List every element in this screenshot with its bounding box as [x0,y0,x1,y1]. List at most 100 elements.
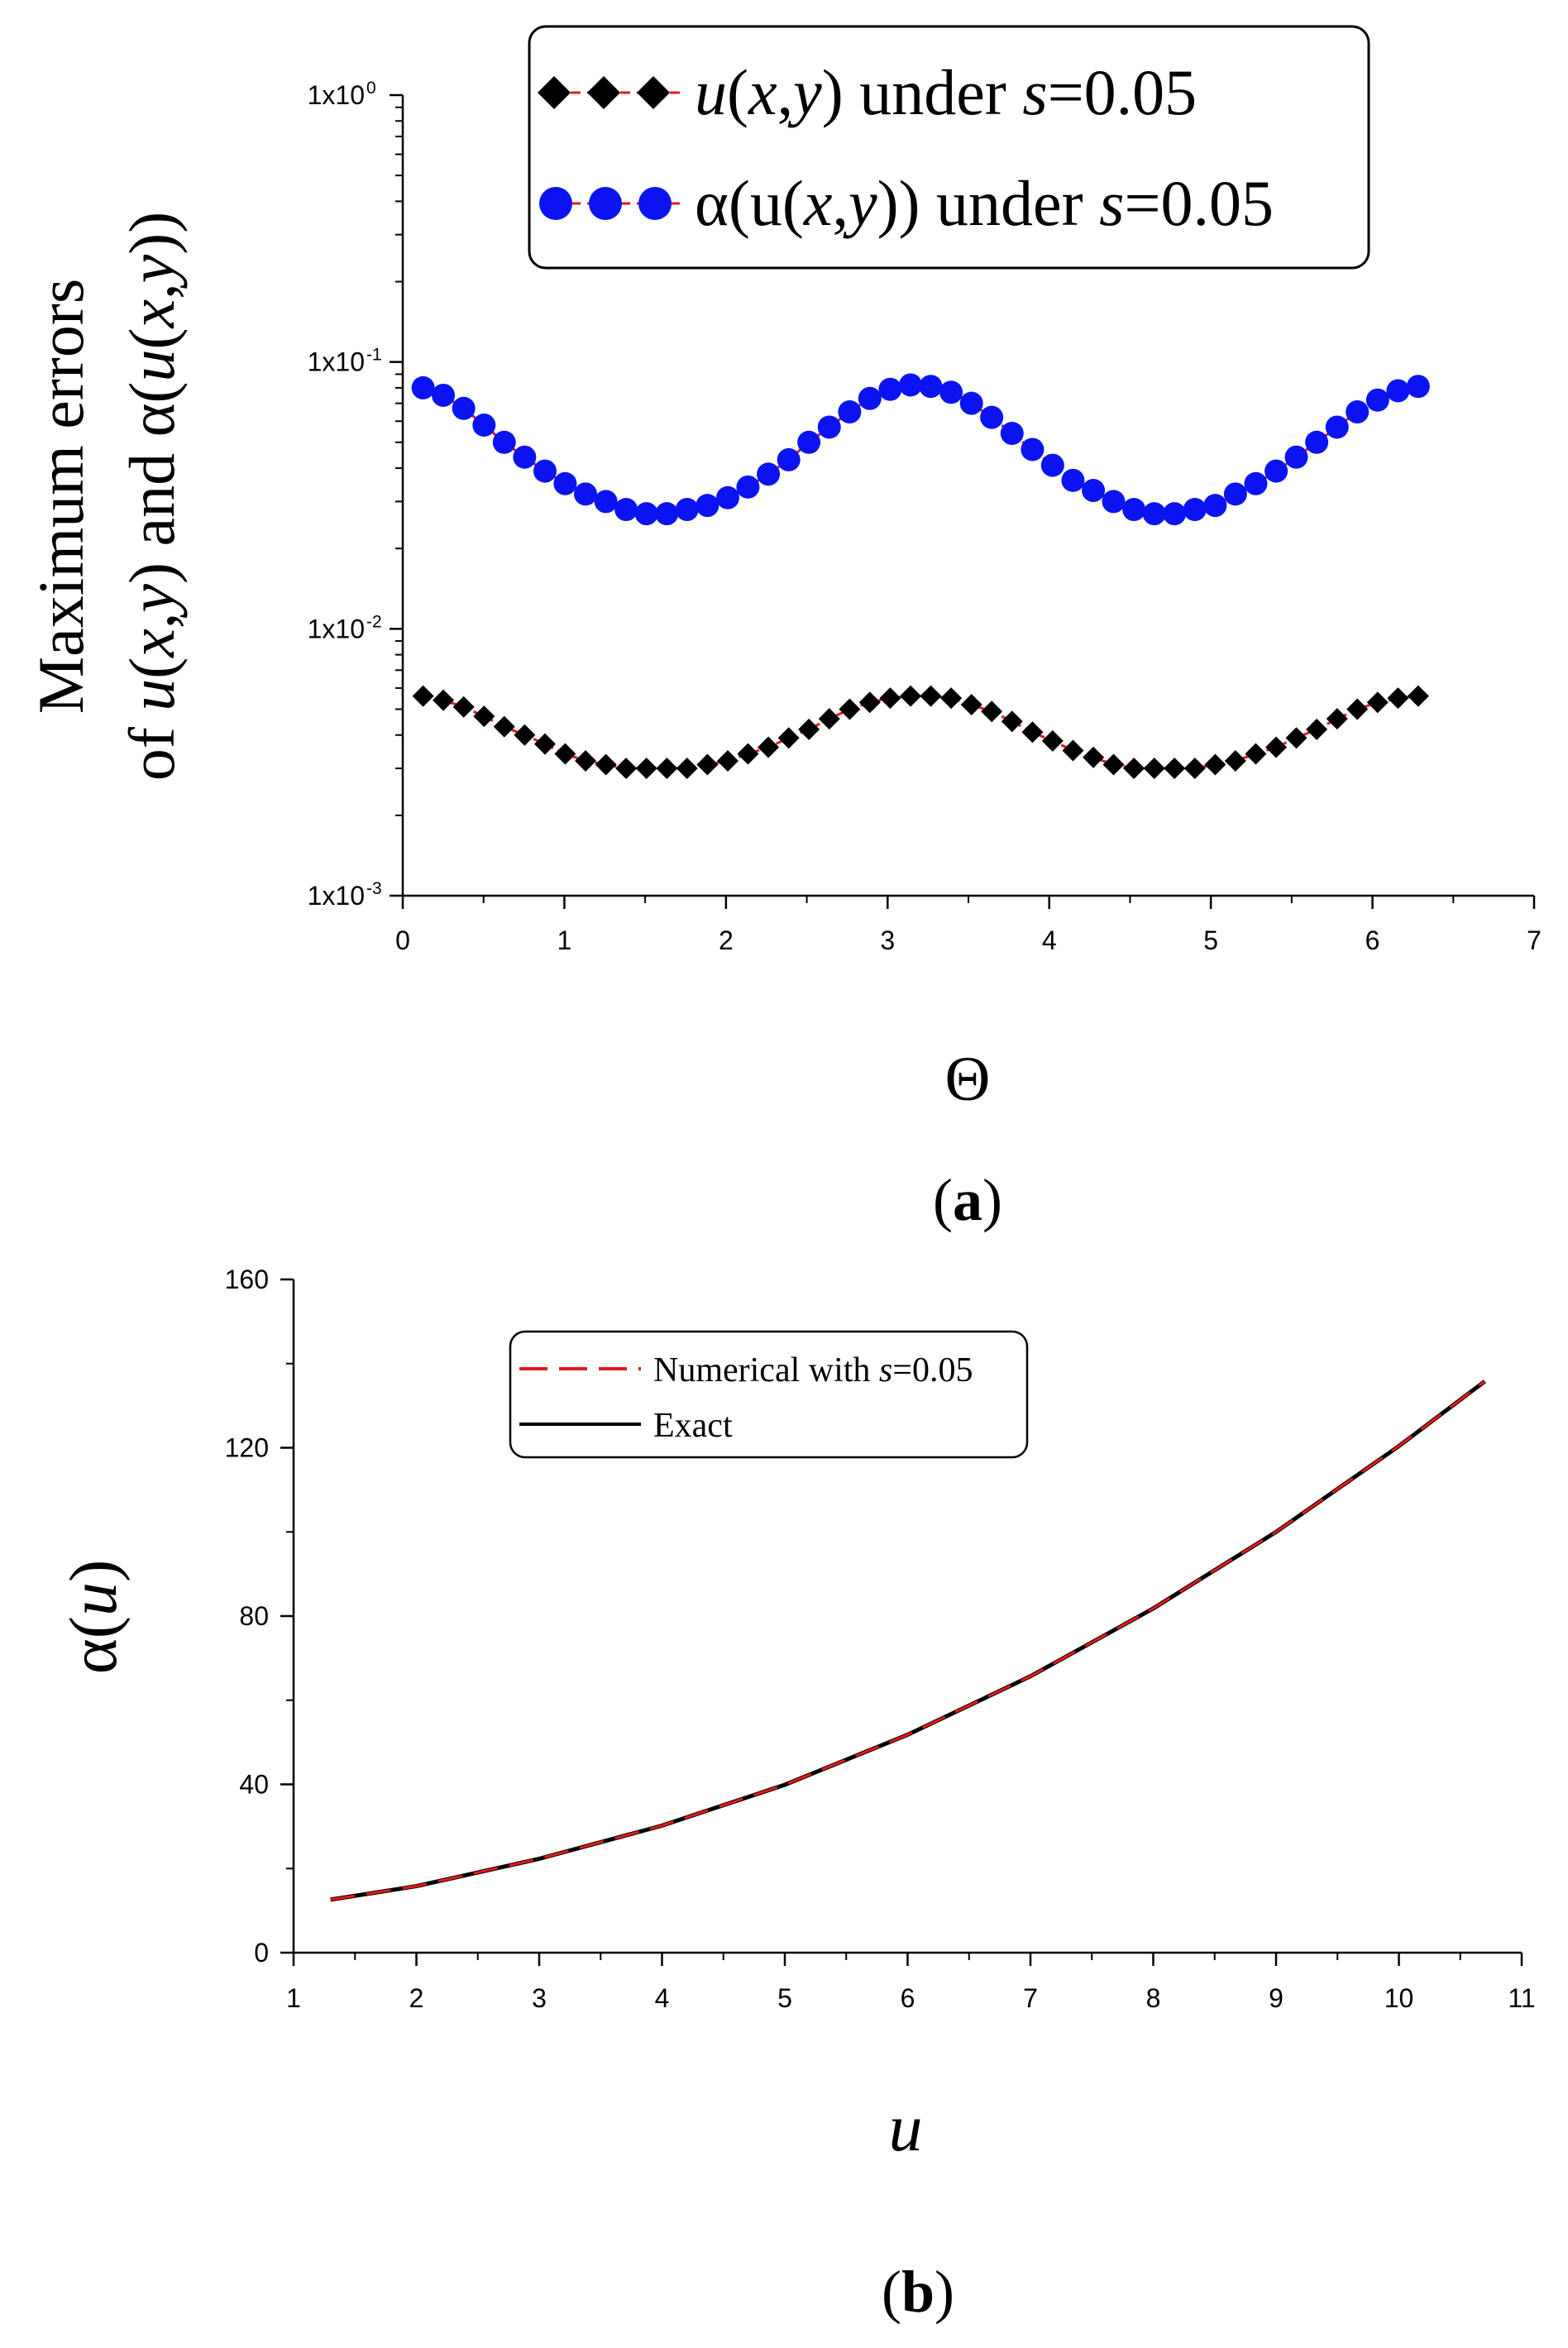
chart-a-x-tick-label: 0 [395,925,410,955]
chart-a-series-2-point [1203,494,1227,518]
chart-a-series-1-point [493,715,515,738]
chart-a-series-1-point [1083,746,1105,768]
chart-a-legend-label-1: u(x,y) under s=0.05 [695,56,1197,128]
chart-a-series-1-point [879,687,901,710]
legend-marker-diamond-2 [587,76,620,109]
chart-b-y-tick-label: 80 [239,1601,269,1631]
chart-a-series-2-point [980,405,1004,429]
chart-b-x-tick-label: 8 [1146,1983,1161,2013]
chart-b-legend-label-1: Numerical with s=0.05 [653,1351,973,1389]
chart-a-series-2-point [1386,379,1410,403]
chart-a-series-2-point [472,414,496,438]
chart-a-series-2-point [492,430,516,454]
chart-a-series-1-point [473,705,495,728]
chart-a-legend-entry-2: α(u(x,y)) under s=0.05 [539,167,1274,239]
chart-a-series-2-point [1264,459,1288,483]
chart-b-legend-box [509,1330,1029,1459]
chart-b-y-tick-label: 120 [225,1433,269,1463]
chart-a-series-1-point [554,743,576,765]
chart-b-xlabel: u [889,2090,923,2165]
chart-a-series-1-point [1183,758,1206,780]
chart-a-y-tick-label: 1x10 [308,881,365,911]
chart-a-series-2-point [959,391,983,415]
chart-a-series-1-point [737,743,759,765]
chart-a-series-1-point [1062,739,1084,762]
chart-a-x-tick-label: 6 [1365,925,1380,955]
chart-a-series-1-point [940,687,963,710]
chart-a-x-tick-label: 4 [1042,925,1057,955]
chart-b-x-tick-label: 7 [1023,1983,1038,2013]
chart-a-series-1-point [433,689,455,711]
chart-a-series-1-point [858,691,881,714]
chart-b-x-tick-label: 5 [777,1983,792,2013]
chart-a-series-1-point [1102,753,1125,776]
chart-a-series-1-point [1164,758,1186,780]
chart-a-series-1-point [1123,758,1145,780]
chart-a-y-tick-exponent: -1 [366,346,382,365]
chart-a-series-1-point [1265,736,1288,758]
chart-a-series-2-point [878,377,902,401]
chart-a-series-1-point [595,753,617,776]
chart-a-series-2-point [553,471,577,495]
chart-a-y-tick-exponent: -3 [366,879,382,898]
chart-a-series-1-point [1346,698,1369,720]
chart-a-series-2-point [655,502,679,526]
chart-a-series-1-point [575,750,597,772]
chart-a-series-2-point [1365,388,1389,412]
chart-a-series-2-point [574,482,598,506]
chart-a-y-tick-label: 1x10 [308,80,365,110]
chart-a-series-1-point [533,733,556,755]
chart-a-series-2-point [777,447,801,471]
chart-b-x-tick-label: 9 [1269,1983,1284,2013]
chart-b-ylabel: α(u) [55,1560,131,1675]
chart-a-y-tick-label: 1x10 [308,614,365,643]
chart-a-series-1-point [452,696,475,718]
chart-a-series-2-point [1305,430,1329,454]
chart-a-series-1-point [615,758,638,780]
chart-a-y-tick-exponent: 0 [366,79,376,98]
chart-a-series-2-point [1346,400,1370,424]
chart-a-series-2-point [1325,415,1349,439]
chart-a-series-1-point [1285,727,1307,749]
chart-a-series-2-point [858,386,882,410]
chart-a-series-2-point [675,498,699,522]
chart-b: 1 2 3 4 5 6 7 8 9 10 11 0 40 80 120 160 α(u) u Numeric… [55,1265,1536,2325]
chart-a-series-1-point [1366,691,1389,714]
chart-a-series-1-point [717,750,739,772]
chart-a-series-2-point [614,498,638,522]
chart-b-legend: Numerical with s=0.05 Exact [509,1330,1029,1459]
chart-b-series-2-line [330,1380,1487,1902]
chart-a-series-2-point [513,445,537,469]
chart-a-series-2-point [594,490,618,514]
chart-b-y-tick-label: 0 [254,1938,269,1968]
legend-marker-circle-3 [638,187,672,220]
chart-b-series-1-line [330,1380,1486,1901]
chart-a-series-1-point [696,753,719,776]
chart-a-series-2-point [411,375,435,399]
chart-a-legend-box [528,25,1370,270]
chart-a-series-1-point [960,693,982,715]
chart-a-series-1-point [1204,753,1226,776]
chart-a-series-1-point [798,718,820,740]
chart-a-series-1-line [423,695,1419,770]
chart-a-series-1-point [1407,685,1429,707]
chart-a-series-2-point [1183,498,1207,522]
chart-a-series-2-point [1082,479,1106,503]
chart-a-xlabel: Θ [945,1045,991,1114]
chart-a-series-1-point [1001,710,1023,733]
chart-a-series-1-point [1224,750,1246,772]
chart-a-series-2-point [1406,375,1430,399]
chart-a-series-1-point [656,758,678,780]
chart-a-series-1-point [1306,718,1328,740]
chart-a-series-2-point [1102,490,1126,514]
chart-a-series-1-point [676,758,698,780]
chart-a-series-2-point [817,415,841,439]
chart-a-series-2-point [1284,445,1308,469]
chart-a-x-tick-label: 5 [1203,925,1218,955]
chart-a-y-tick-exponent: -2 [366,612,382,631]
chart-b-x-tick-label: 2 [409,1983,424,2013]
chart-a-series-1-point [1245,743,1267,765]
legend-marker-circle-2 [589,187,622,220]
chart-b-x-tick-label: 4 [655,1983,670,2013]
